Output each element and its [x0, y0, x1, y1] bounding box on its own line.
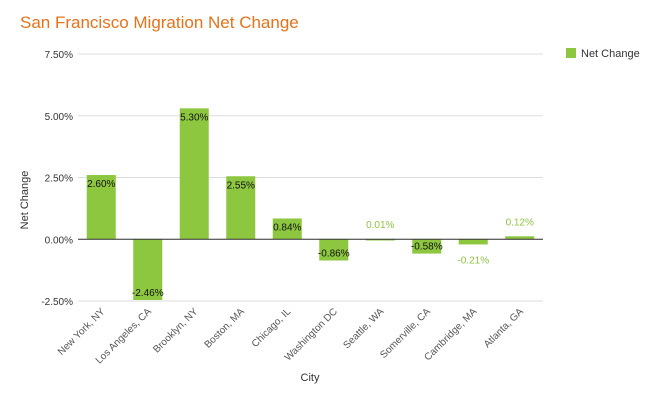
- data-labels: 2.60% -2.46% 5.30% 2.55% 0.84% -0.86% 0.01% -0.…: [87, 112, 534, 299]
- x-tick-label: Brooklyn, NY: [151, 306, 200, 355]
- data-label: 0.12%: [506, 217, 534, 228]
- y-axis-ticks: 7.50% 5.00% 2.50% 0.00% -2.50%: [41, 50, 73, 308]
- data-label: 0.01%: [366, 220, 394, 231]
- x-tick-label: Boston, MA: [203, 306, 248, 351]
- data-label: -0.86%: [318, 248, 350, 259]
- bar: [179, 108, 209, 240]
- y-tick-label: 0.00%: [45, 235, 73, 246]
- bar: [133, 239, 163, 301]
- bar: [226, 176, 256, 240]
- y-tick-label: -2.50%: [41, 297, 73, 308]
- bar: [505, 236, 535, 240]
- chart-title: San Francisco Migration Net Change: [20, 13, 299, 32]
- x-tick-label: Atlanta, GA: [482, 306, 526, 350]
- y-tick-label: 5.00%: [45, 112, 73, 123]
- bar: [319, 239, 349, 261]
- x-tick-label: New York, NY: [56, 306, 108, 358]
- bar: [272, 218, 302, 240]
- data-label: 2.60%: [87, 179, 115, 190]
- data-label: 5.30%: [180, 112, 208, 123]
- y-axis-label: Net Change: [19, 171, 31, 230]
- bar: [412, 239, 442, 254]
- legend-swatch: [566, 48, 576, 58]
- bar: [86, 175, 116, 240]
- bar: [365, 239, 395, 241]
- x-tick-label: Chicago, IL: [250, 306, 294, 350]
- bar: [458, 239, 488, 245]
- y-tick-label: 2.50%: [45, 174, 73, 185]
- legend-label: Net Change: [581, 48, 640, 60]
- x-axis-label: City: [301, 372, 320, 384]
- data-label: 2.55%: [227, 180, 255, 191]
- data-label: -2.46%: [132, 288, 164, 299]
- y-tick-label: 7.50%: [45, 50, 73, 61]
- data-label: -0.21%: [457, 255, 489, 266]
- data-label: 0.84%: [273, 223, 301, 234]
- legend: Net Change: [566, 48, 640, 60]
- data-label: -0.58%: [411, 242, 443, 253]
- x-tick-label: Seattle, WA: [342, 306, 387, 351]
- bars: [86, 108, 535, 301]
